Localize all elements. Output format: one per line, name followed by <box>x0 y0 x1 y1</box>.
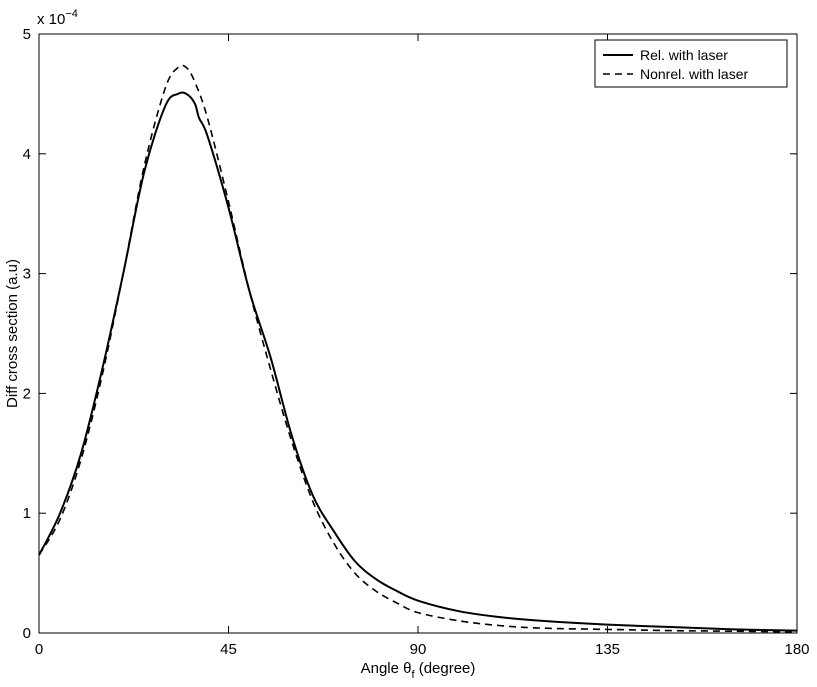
y-tick-label: 5 <box>23 26 31 43</box>
legend: Rel. with laser Nonrel. with laser <box>594 39 788 88</box>
y-axis-label: Diff cross section (a.u) <box>4 259 21 408</box>
series-line-rel <box>38 91 798 632</box>
x-tick-label: 180 <box>784 641 809 658</box>
x-axis-label-subscript: f <box>411 669 415 681</box>
y-tick-label: 0 <box>23 625 31 642</box>
plot-frame <box>38 33 798 634</box>
legend-entry-rel: Rel. with laser <box>640 47 728 63</box>
x-axis-label-suffix: (degree) <box>415 660 476 677</box>
y-tick-label: 4 <box>23 146 31 163</box>
legend-entry-nonrel: Nonrel. with laser <box>640 66 748 82</box>
y-multiplier-exponent: −4 <box>65 8 78 20</box>
y-tick-label: 2 <box>23 385 31 402</box>
y-tick-label: 3 <box>23 266 31 283</box>
x-tick-label: 90 <box>410 641 427 658</box>
legend-box <box>594 39 788 88</box>
x-tick-label: 135 <box>595 641 620 658</box>
y-multiplier-base: x 10 <box>37 11 65 28</box>
series-line-nonrel <box>38 64 798 633</box>
axis-ticks <box>38 33 798 634</box>
x-tick-label: 45 <box>220 641 237 658</box>
y-tick-label: 1 <box>23 505 31 522</box>
y-axis-multiplier: x 10−4 <box>37 8 78 28</box>
plot-area-border <box>38 33 798 634</box>
x-tick-label: 0 <box>35 641 43 658</box>
x-axis-label: Angle θf (degree) <box>361 660 476 681</box>
series-layer <box>38 64 798 633</box>
x-axis-label-prefix: Angle θ <box>361 660 412 677</box>
